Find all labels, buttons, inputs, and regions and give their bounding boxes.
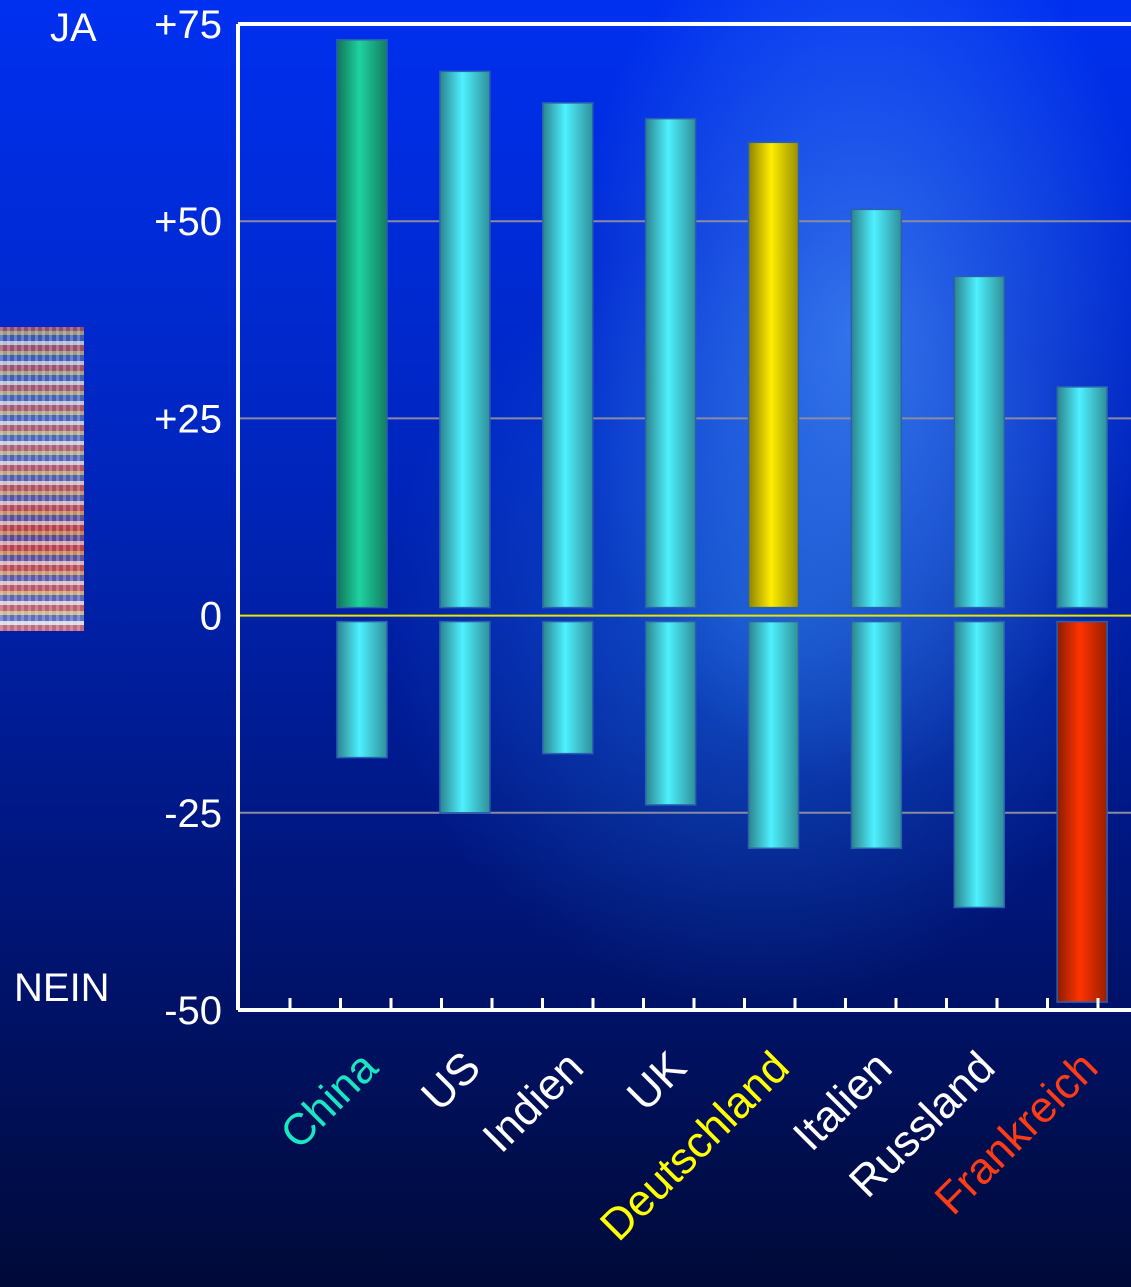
y-tick-label: -25 xyxy=(164,792,222,836)
bar-ja xyxy=(336,39,388,609)
bar-nein xyxy=(542,620,594,755)
x-category-label: Deutschland xyxy=(591,1042,799,1250)
bar-ja xyxy=(747,141,800,609)
flags-photo xyxy=(0,327,84,631)
x-category-label: Indien xyxy=(473,1042,592,1161)
bar-nein xyxy=(1056,620,1108,1003)
y-tick-label: +25 xyxy=(154,397,222,441)
bar-nein xyxy=(644,620,697,806)
y-tick-label: +50 xyxy=(154,200,222,244)
x-category-label: China xyxy=(271,1042,387,1158)
bar-ja xyxy=(953,275,1005,609)
bar-nein xyxy=(850,620,903,850)
bars xyxy=(336,39,1108,1003)
bar-nein xyxy=(953,620,1005,909)
axes xyxy=(236,22,1131,1012)
bar-ja xyxy=(1056,386,1108,609)
bar-nein xyxy=(747,620,800,850)
y-tick-labels: +75 +50 +25 0 -25 -50 xyxy=(154,3,222,1033)
y-tick-label: 0 xyxy=(200,595,222,639)
y-tick-label: -50 xyxy=(164,989,222,1033)
bar-ja xyxy=(850,208,903,609)
ja-label: JA xyxy=(50,6,97,50)
x-category-label: UK xyxy=(618,1042,696,1120)
nein-label: NEIN xyxy=(14,966,110,1010)
bar-nein xyxy=(439,620,491,814)
bar-ja xyxy=(644,117,697,609)
bar-nein xyxy=(336,620,388,759)
bar-ja xyxy=(542,102,594,609)
x-category-label: US xyxy=(412,1042,490,1120)
y-tick-label: +75 xyxy=(154,3,222,47)
bar-ja xyxy=(439,70,491,609)
